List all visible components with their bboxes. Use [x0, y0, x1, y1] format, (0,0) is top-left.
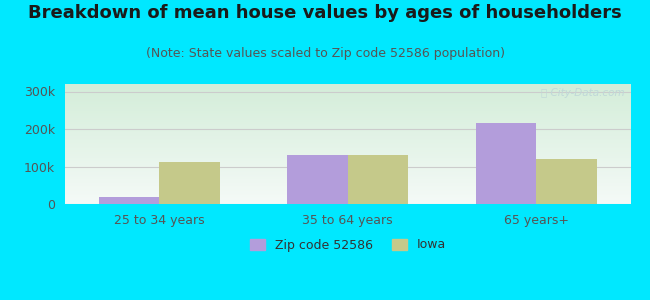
Bar — [348, 155, 408, 204]
Text: (Note: State values scaled to Zip code 52586 population): (Note: State values scaled to Zip code 5… — [146, 46, 504, 59]
Legend: Zip code 52586, Iowa: Zip code 52586, Iowa — [244, 232, 452, 258]
Bar — [99, 196, 159, 204]
Bar — [287, 155, 348, 204]
Text: Breakdown of mean house values by ages of householders: Breakdown of mean house values by ages o… — [28, 4, 622, 22]
Bar — [476, 123, 536, 204]
Bar — [159, 162, 220, 204]
Text: ⓘ City-Data.com: ⓘ City-Data.com — [541, 88, 625, 98]
Bar — [536, 159, 597, 204]
